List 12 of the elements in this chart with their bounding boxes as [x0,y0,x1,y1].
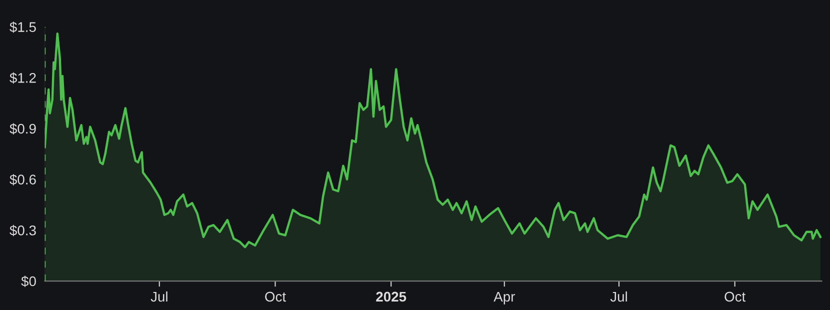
y-tick-label: $0.9 [10,123,36,134]
x-tick-label: Jul [610,291,627,302]
y-tick-label: $0.6 [10,174,36,186]
x-tick-label: Jul [150,291,168,302]
x-tick-label: 2025 [376,292,406,302]
x-tick-label: Oct [265,292,286,302]
y-tick-label: $1.5 [10,22,36,33]
x-tick-label: Oct [724,292,746,302]
y-tick-label: $0 [21,276,36,288]
y-tick-label: $0.3 [10,224,36,236]
x-tick-label: Apr [494,292,515,304]
y-tick-label: $1.2 [10,72,36,84]
